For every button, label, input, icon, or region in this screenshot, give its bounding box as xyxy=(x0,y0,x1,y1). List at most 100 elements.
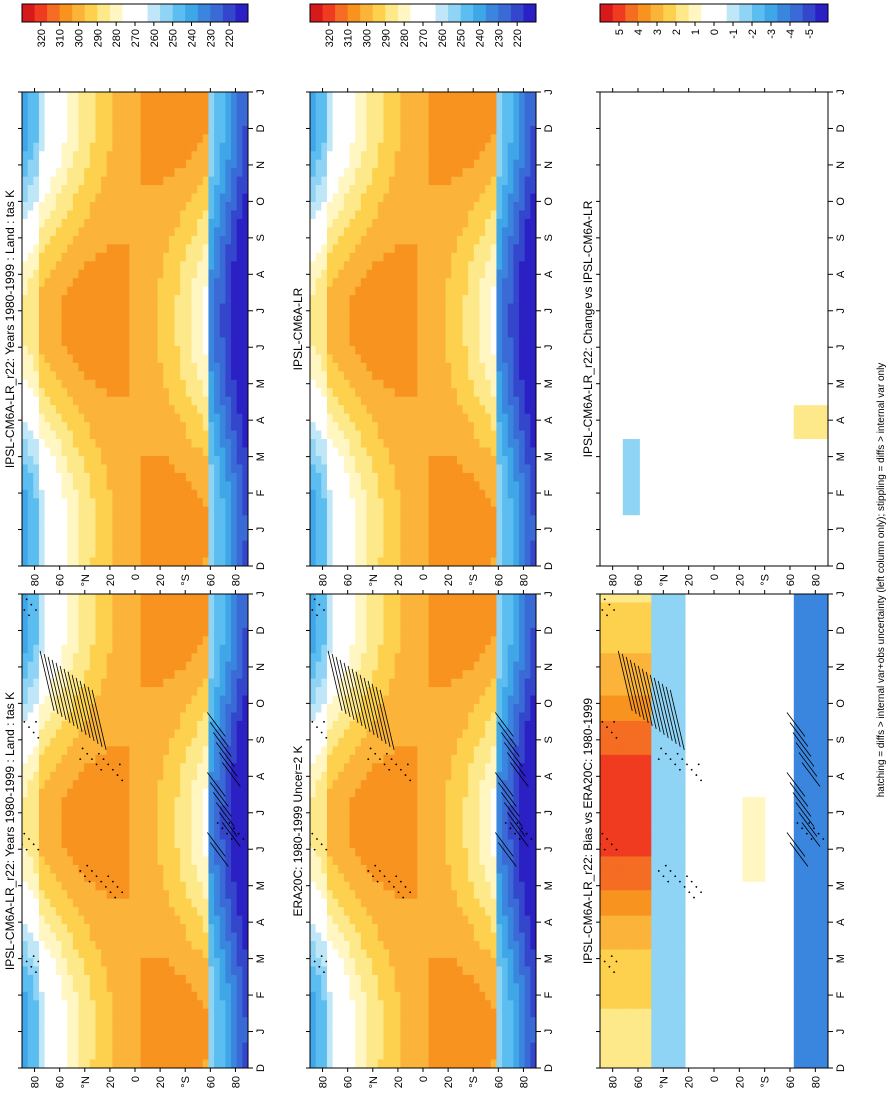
heatmap-cell xyxy=(129,422,136,432)
heatmap-cell xyxy=(123,396,130,406)
heatmap-cell xyxy=(118,151,125,161)
heatmap-cell xyxy=(219,312,226,322)
heatmap-cell xyxy=(321,814,328,824)
heatmap-cell xyxy=(163,653,170,663)
heatmap-cell xyxy=(163,430,170,440)
heatmap-cell xyxy=(185,602,193,612)
heatmap-cell xyxy=(151,915,159,925)
heatmap-cell xyxy=(140,210,147,220)
heatmap-cell xyxy=(89,1008,97,1018)
heatmap-cell xyxy=(101,481,108,491)
heatmap-cell xyxy=(242,286,248,296)
heatmap-cell xyxy=(123,354,130,364)
heatmap-cell xyxy=(163,142,170,152)
heatmap-cell xyxy=(67,295,74,305)
hatch-line xyxy=(219,812,238,837)
heatmap-cell xyxy=(185,670,193,680)
heatmap-cell xyxy=(33,202,40,212)
heatmap-cell xyxy=(202,388,210,398)
heatmap-cell xyxy=(231,345,238,355)
heatmap-cell xyxy=(231,269,238,279)
heatmap-cell xyxy=(38,134,46,144)
heatmap-cell xyxy=(214,670,221,680)
heatmap-cell xyxy=(67,1017,74,1027)
heatmap-cell xyxy=(140,873,147,883)
heatmap-cell xyxy=(84,151,91,161)
heatmap-cell xyxy=(168,1042,176,1052)
heatmap-cell xyxy=(191,168,198,178)
heatmap-cell xyxy=(55,924,63,934)
heatmap-cell xyxy=(163,312,170,322)
heatmap-cell xyxy=(185,371,193,381)
heatmap-cell xyxy=(78,337,85,347)
heatmap-cell xyxy=(123,422,130,432)
heatmap-cell xyxy=(180,320,187,330)
heatmap-cell xyxy=(44,447,51,457)
heatmap-cell xyxy=(214,924,221,934)
heatmap-cell xyxy=(231,653,238,663)
heatmap-cell xyxy=(214,100,221,110)
heatmap-cell xyxy=(50,515,57,525)
heatmap-cell xyxy=(168,472,176,482)
heatmap-cell xyxy=(95,856,102,866)
heatmap-cell xyxy=(22,413,29,423)
heatmap-cell xyxy=(214,1008,221,1018)
heatmap-cell xyxy=(123,447,130,457)
heatmap-cell xyxy=(236,540,243,550)
heatmap-cell xyxy=(72,847,80,857)
heatmap-cell xyxy=(78,1008,85,1018)
heatmap-cell xyxy=(72,957,80,968)
heatmap-cell xyxy=(89,134,97,144)
heatmap-cell xyxy=(72,610,80,620)
heatmap-cell xyxy=(214,549,221,559)
heatmap-cell xyxy=(236,1042,243,1052)
heatmap-cell xyxy=(118,235,125,245)
heatmap-cell xyxy=(202,278,210,288)
heatmap-cell xyxy=(242,991,248,1001)
heatmap-cell xyxy=(146,278,153,288)
heatmap-cell xyxy=(61,839,68,849)
heatmap-cell xyxy=(208,1051,215,1061)
heatmap-cell xyxy=(202,780,210,790)
heatmap-cell xyxy=(321,915,328,925)
heatmap-cell xyxy=(106,1034,113,1044)
heatmap-cell xyxy=(208,983,215,993)
heatmap-cell xyxy=(33,1059,40,1068)
heatmap-cell xyxy=(50,261,57,271)
heatmap-cell xyxy=(180,805,187,815)
heatmap-cell xyxy=(185,244,193,254)
heatmap-cell xyxy=(236,661,243,671)
heatmap-cell xyxy=(310,1042,317,1052)
heatmap-cell xyxy=(202,720,210,731)
heatmap-cell xyxy=(106,737,113,747)
heatmap-cell xyxy=(22,670,29,680)
heatmap-cell xyxy=(89,151,97,161)
heatmap-cell xyxy=(61,653,68,663)
heatmap-cell xyxy=(67,890,74,900)
heatmap-cell xyxy=(89,549,97,559)
heatmap-cell xyxy=(67,1025,74,1035)
heatmap-cell xyxy=(84,915,91,925)
heatmap-cell xyxy=(22,907,29,917)
heatmap-cell xyxy=(72,856,80,866)
heatmap-cell xyxy=(101,822,108,832)
heatmap-cell xyxy=(84,746,91,756)
heatmap-cell xyxy=(101,797,108,807)
heatmap-cell xyxy=(180,797,187,807)
heatmap-cell xyxy=(140,506,147,516)
heatmap-cell xyxy=(236,907,243,917)
heatmap-cell xyxy=(112,636,119,646)
heatmap-cell xyxy=(191,720,198,731)
heatmap-cell xyxy=(146,695,153,705)
heatmap-cell xyxy=(197,303,204,313)
heatmap-cell xyxy=(236,396,243,406)
heatmap-cell xyxy=(84,983,91,993)
heatmap-cell xyxy=(157,890,164,900)
heatmap-cell xyxy=(22,619,29,629)
heatmap-cell xyxy=(310,627,317,637)
heatmap-cell xyxy=(129,729,136,739)
heatmap-cell xyxy=(168,831,176,841)
heatmap-cell xyxy=(67,822,74,832)
heatmap-cell xyxy=(27,261,34,271)
heatmap-cell xyxy=(61,856,68,866)
